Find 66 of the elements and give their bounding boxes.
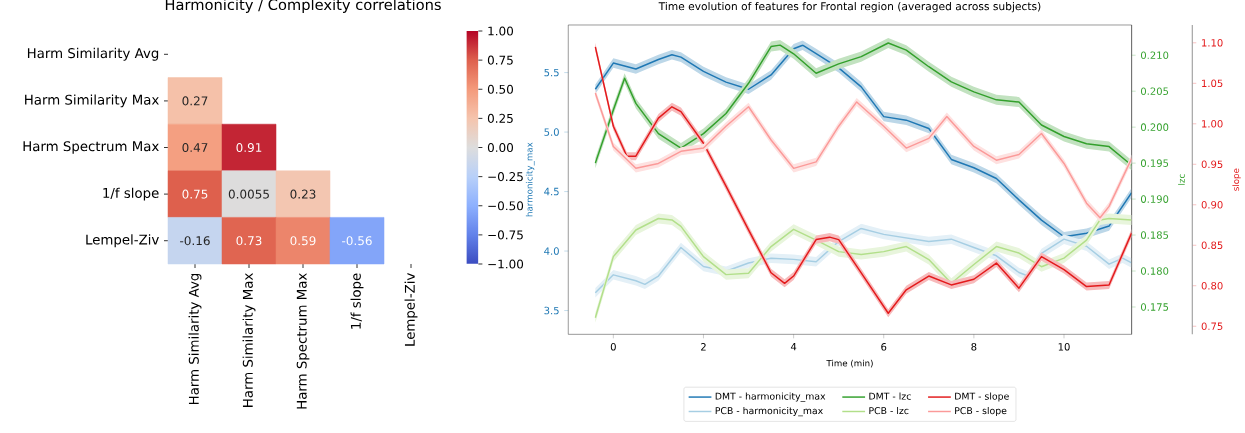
y-tick-label: Harm Spectrum Max <box>23 141 159 154</box>
color-bar-label: 0.00 <box>487 142 514 153</box>
data-label: -0.16 <box>180 236 210 246</box>
data-label: -0.56 <box>342 236 372 246</box>
y2-tick-label: 0.195 <box>1140 159 1169 167</box>
color-bar-label: 1.00 <box>488 26 514 36</box>
legend-label: PCB - harmonicity_max <box>715 406 823 417</box>
y2-tick-label: 0.190 <box>1140 195 1169 203</box>
y3-tick-label: 0.75 <box>1201 322 1223 331</box>
data-label: 0.59 <box>290 236 316 246</box>
y-axis-title: harmonicity_max <box>525 142 535 217</box>
color-bar-label: −1.00 <box>488 259 524 269</box>
data-label: 0.47 <box>182 142 208 153</box>
y-tick-label: Harm Similarity Max <box>25 94 159 108</box>
y3-tick-label: 1.00 <box>1202 120 1223 128</box>
x-axis-title: Time (min) <box>826 359 873 368</box>
y-tick-label: 5.5 <box>544 68 559 77</box>
color-bar-label: 0.75 <box>487 55 513 65</box>
color-bar-label: 0.25 <box>487 113 513 123</box>
x-tick-label: 6 <box>881 343 887 351</box>
y3-tick-label: 0.85 <box>1201 241 1223 250</box>
x-tick-label: 0 <box>610 343 616 351</box>
y2-tick-label: 0.200 <box>1140 123 1169 131</box>
y3-axis-title: slope <box>1232 168 1241 191</box>
y-tick-label: 5.0 <box>544 128 559 136</box>
color-bar-label: −0.75 <box>488 230 523 240</box>
chart-title: Time evolution of features for Frontal region (averaged across subjects) <box>658 1 1041 13</box>
y-tick-label: Lempel-Ziv <box>86 234 159 248</box>
y2-tick-label: 0.205 <box>1140 87 1169 95</box>
legend-label: PCB - lzc <box>869 406 909 415</box>
x-tick-label: 4 <box>790 343 797 351</box>
y3-tick-label: 0.90 <box>1201 200 1223 209</box>
y-tick-label: 3.5 <box>544 306 559 315</box>
y2-tick-label: 0.180 <box>1140 267 1169 275</box>
y3-tick-label: 1.10 <box>1202 39 1223 47</box>
y-tick-label: Harm Similarity Avg <box>27 47 159 61</box>
legend-label: DMT - lzc <box>869 392 911 400</box>
legend-label: PCB - slope <box>955 406 1007 416</box>
data-label: 0.27 <box>182 96 208 106</box>
color-bar-label: −0.25 <box>488 172 523 182</box>
x-tick-label: Lempel-Ziv <box>404 273 418 346</box>
legend-label: DMT - harmonicity_max <box>715 392 826 402</box>
y-tick-label: 4.5 <box>544 187 559 196</box>
x-tick-label: 8 <box>971 343 977 351</box>
x-tick-label: 2 <box>701 343 706 351</box>
x-tick-label: 10 <box>1058 343 1070 351</box>
color-bar-label: −0.50 <box>488 201 524 211</box>
y3-tick-label: 0.95 <box>1201 160 1223 169</box>
y-tick-label: 1/f slope <box>103 187 159 201</box>
data-label: 0.23 <box>290 189 316 199</box>
color-bar-label: 0.50 <box>487 84 514 94</box>
data-label: 0.75 <box>182 189 208 199</box>
y2-tick-label: 0.175 <box>1140 303 1169 311</box>
y3-tick-label: 1.05 <box>1202 79 1223 88</box>
x-tick-label: Harm Spectrum Max <box>296 273 310 409</box>
y-tick-label: 4.0 <box>544 247 559 255</box>
data-label: 0.0055 <box>228 189 269 199</box>
data-label: 0.73 <box>236 236 262 246</box>
y2-tick-label: 0.185 <box>1140 231 1169 239</box>
x-tick-label: 1/f slope <box>350 273 364 329</box>
y2-axis-title: lzc <box>1178 174 1185 185</box>
y3-tick-label: 0.80 <box>1201 281 1223 290</box>
data-label: 0.91 <box>236 142 262 153</box>
y2-tick-label: 0.210 <box>1140 51 1169 60</box>
x-tick-label: Harm Similarity Max <box>242 273 256 407</box>
legend-label: DMT - slope <box>955 392 1009 402</box>
